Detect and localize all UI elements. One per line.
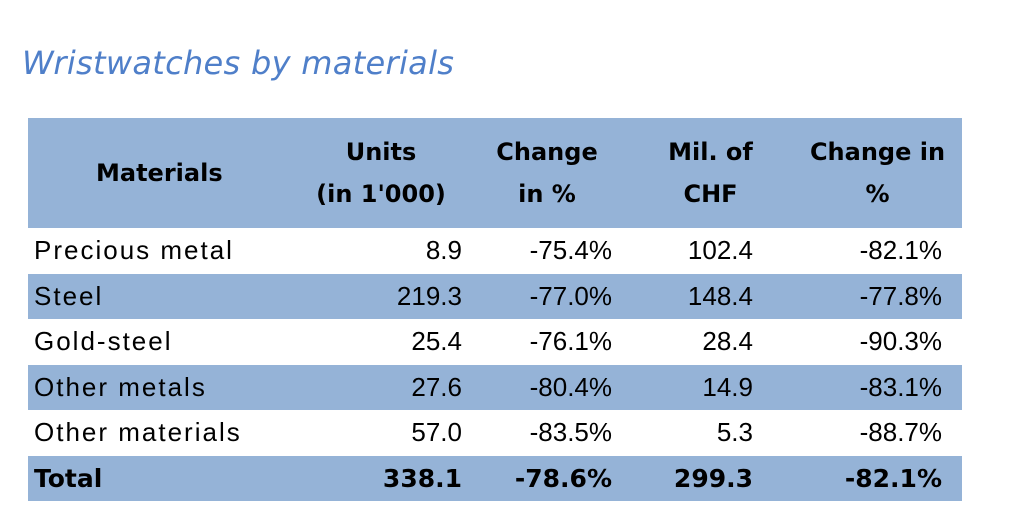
material-name: Steel [34, 280, 104, 311]
chf-value: 14.9 [702, 371, 753, 402]
table-row: Other materials 57.0 -83.5% 5.3 -88.7% [28, 410, 962, 456]
units-change-value: -75.4% [529, 235, 612, 266]
table-row: Other metals 27.6 -80.4% 14.9 -83.1% [28, 364, 962, 410]
material-name: Precious metal [34, 235, 234, 266]
materials-table: Materials Units (in 1'000) Change in % M… [28, 118, 962, 501]
units-value: 8.9 [425, 235, 462, 266]
header-chf: Mil. of CHF [668, 138, 753, 208]
units-change-value: -83.5% [529, 417, 612, 448]
total-units-change: -78.6% [514, 463, 612, 493]
total-row: Total 338.1 -78.6% 299.3 -82.1% [28, 455, 962, 501]
units-change-value: -77.0% [529, 280, 612, 311]
header-chf-change: Change in % [809, 138, 946, 208]
units-value: 25.4 [411, 326, 462, 357]
chf-value: 28.4 [702, 326, 753, 357]
units-value: 27.6 [411, 371, 462, 402]
header-units: Units (in 1'000) [316, 138, 446, 208]
total-chf: 299.3 [673, 463, 753, 493]
total-label: Total [34, 463, 103, 493]
chf-change-value: -88.7% [859, 417, 942, 448]
units-value: 57.0 [411, 417, 462, 448]
material-name: Other materials [34, 417, 242, 448]
table-row: Precious metal 8.9 -75.4% 102.4 -82.1% [28, 228, 962, 274]
chf-change-value: -82.1% [859, 235, 942, 266]
table-row: Gold-steel 25.4 -76.1% 28.4 -90.3% [28, 319, 962, 365]
header-units-change: Change in % [496, 138, 598, 208]
page-title: Wristwatches by materials [22, 44, 455, 82]
chf-value: 148.4 [687, 280, 753, 311]
units-change-value: -76.1% [529, 326, 612, 357]
chf-change-value: -77.8% [859, 280, 942, 311]
table-row: Steel 219.3 -77.0% 148.4 -77.8% [28, 273, 962, 319]
chf-value: 5.3 [716, 417, 753, 448]
material-name: Other metals [34, 371, 207, 402]
units-value: 219.3 [396, 280, 462, 311]
table-header-row: Materials Units (in 1'000) Change in % M… [28, 118, 962, 228]
chf-change-value: -83.1% [859, 371, 942, 402]
total-chf-change: -82.1% [844, 463, 942, 493]
units-change-value: -80.4% [529, 371, 612, 402]
header-materials: Materials [96, 159, 223, 187]
material-name: Gold-steel [34, 326, 173, 357]
chf-change-value: -90.3% [859, 326, 942, 357]
chf-value: 102.4 [687, 235, 753, 266]
total-units: 338.1 [382, 463, 462, 493]
